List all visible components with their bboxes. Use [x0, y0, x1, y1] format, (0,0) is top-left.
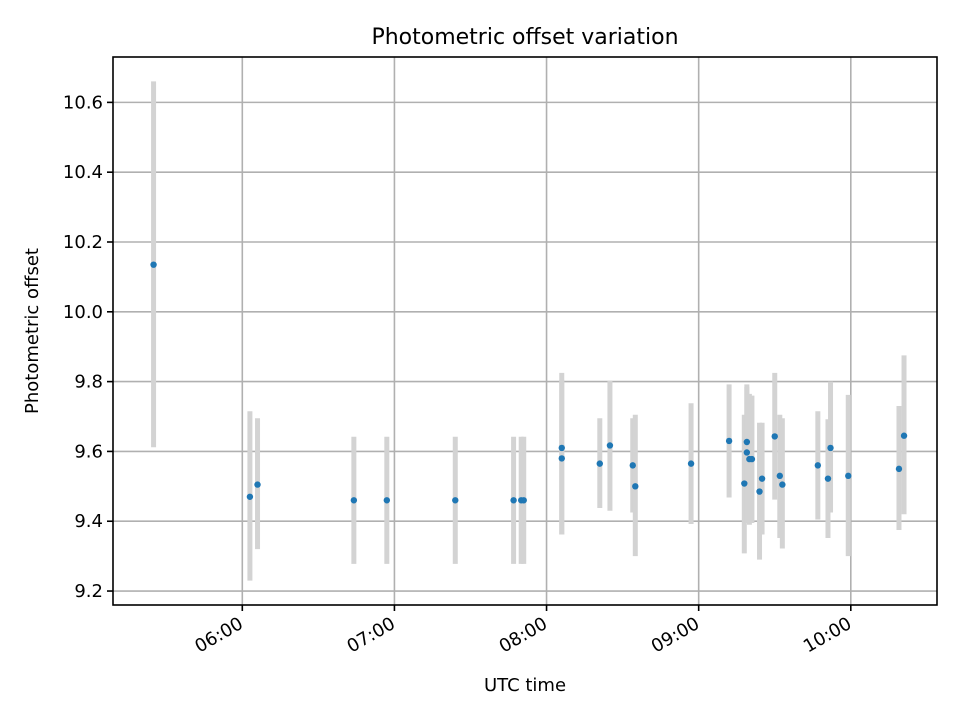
data-point: [558, 444, 565, 452]
data-point: [814, 462, 822, 469]
data-point: [900, 432, 908, 439]
data-point: [606, 442, 614, 449]
y-tick-label: 10.6: [63, 92, 103, 113]
data-point: [776, 472, 784, 480]
data-point: [510, 497, 517, 504]
data-point: [350, 497, 358, 504]
plot-frame: [112, 56, 938, 606]
y-tick-label: 9.8: [74, 372, 103, 393]
data-point: [779, 481, 786, 488]
y-axis-label: Photometric offset: [22, 248, 43, 414]
data-point: [254, 481, 261, 488]
data-point: [246, 493, 254, 500]
data-point: [824, 475, 832, 482]
chart-title: Photometric offset variation: [371, 25, 678, 50]
y-tick-label: 10.4: [63, 162, 103, 183]
x-axis-label: UTC time: [484, 675, 566, 696]
y-axis-ticks: 9.2 9.4 9.6 9.8 10.0 10.2 10.4 10.6: [63, 92, 113, 602]
data-point: [895, 465, 903, 473]
data-point: [150, 261, 157, 268]
data-point: [758, 475, 766, 482]
data-point: [520, 497, 527, 504]
data-point: [827, 444, 834, 452]
data-point: [845, 472, 852, 480]
data-point: [629, 462, 636, 469]
data-point: [725, 437, 733, 445]
y-tick-label: 9.2: [74, 581, 103, 602]
grid: [113, 57, 937, 605]
data-point: [771, 433, 778, 440]
data-point: [748, 455, 756, 463]
data-point: [452, 497, 459, 504]
data-point: [743, 438, 751, 446]
y-tick-label: 9.4: [74, 511, 103, 532]
data-point: [756, 488, 763, 495]
data-points: [150, 261, 908, 504]
y-tick-label: 10.0: [63, 302, 103, 323]
y-tick-label: 9.6: [74, 441, 103, 462]
data-point: [383, 497, 391, 504]
data-point: [741, 480, 748, 487]
data-point: [687, 460, 695, 467]
data-point: [596, 460, 603, 467]
data-point: [632, 483, 639, 490]
data-point: [743, 449, 751, 456]
data-point: [558, 455, 565, 462]
y-tick-label: 10.2: [63, 232, 103, 253]
